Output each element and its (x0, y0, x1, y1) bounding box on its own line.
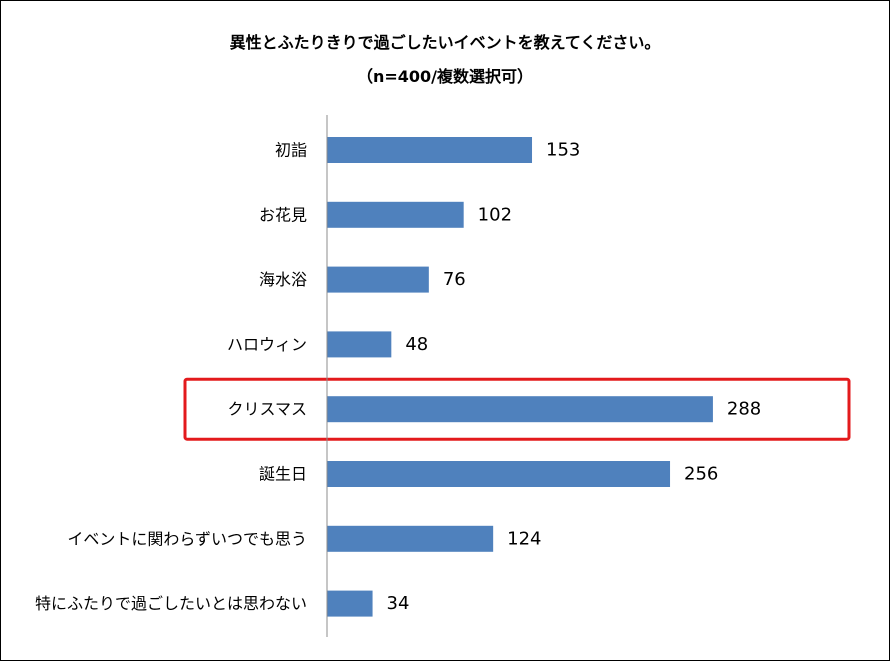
chart-title: 異性とふたりきりで過ごしたいイベントを教えてください。 (229, 33, 661, 52)
data-label: 102 (478, 204, 512, 225)
bar (327, 396, 713, 423)
data-label: 34 (387, 593, 410, 614)
category-label: 誕生日 (259, 465, 307, 484)
category-label: ハロウィン (227, 335, 307, 354)
category-label: 初詣 (275, 141, 307, 160)
category-label: お花見 (259, 205, 307, 224)
bar (327, 331, 392, 358)
data-label: 256 (684, 464, 718, 485)
bar (327, 201, 464, 228)
category-label: 海水浴 (259, 270, 307, 289)
data-label: 153 (546, 140, 580, 161)
category-label: イベントに関わらずいつでも思う (67, 529, 307, 548)
chart-subtitle: （n=400/複数選択可） (356, 67, 534, 86)
category-label: 特にふたりで過ごしたいとは思わない (35, 594, 307, 613)
bar (327, 137, 533, 163)
bar (327, 525, 494, 552)
data-label: 76 (443, 269, 466, 290)
data-label: 288 (727, 399, 761, 420)
bar (327, 461, 671, 487)
data-label: 48 (405, 334, 428, 355)
bar (327, 266, 429, 293)
category-label: クリスマス (227, 400, 307, 419)
bar (327, 590, 373, 617)
highlight-box (183, 377, 851, 441)
data-label: 124 (507, 528, 541, 549)
